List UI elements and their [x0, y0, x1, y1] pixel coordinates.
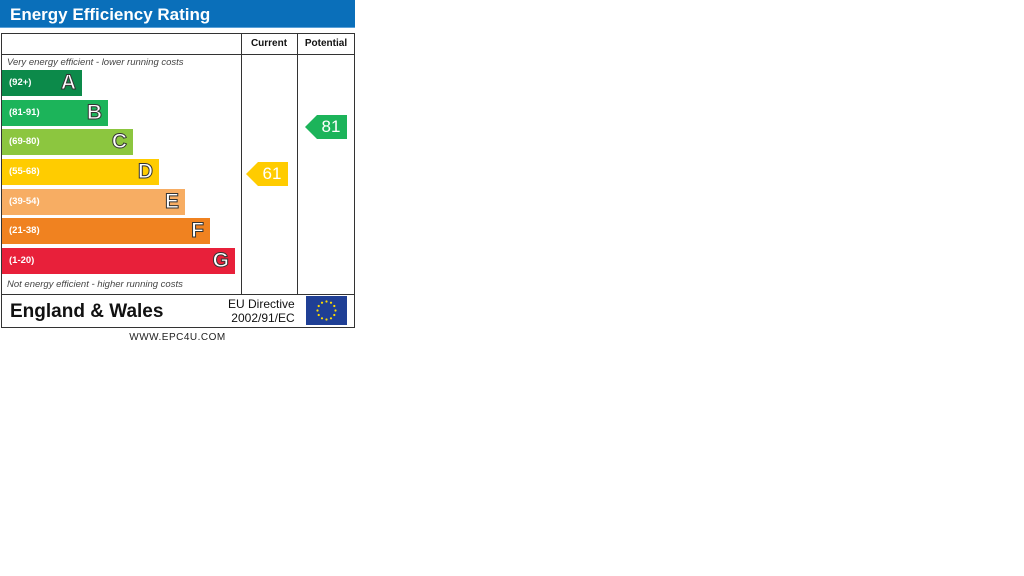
band-range: (1-20)	[9, 255, 35, 266]
current-header: Current	[250, 38, 288, 49]
band-range: (55-68)	[9, 166, 40, 177]
band-range: (69-80)	[9, 136, 40, 147]
band-letter: E	[164, 190, 179, 214]
column-divider	[241, 33, 242, 294]
band-bar-e: (39-54) E	[2, 189, 185, 215]
directive-line2: 2002/91/EC	[231, 311, 295, 325]
band-bar-a: (92+) A	[2, 70, 82, 96]
footer-divider	[1, 294, 355, 295]
column-divider	[297, 33, 298, 294]
band-bar-g: (1-20) G	[2, 248, 235, 274]
band-letter: C	[111, 130, 127, 154]
band-letter: B	[86, 101, 102, 125]
potential-header: Potential	[304, 38, 348, 49]
website-label: WWW.EPC4U.COM	[129, 332, 226, 343]
band-range: (92+)	[9, 77, 32, 88]
band-bar-d: (55-68) D	[2, 159, 159, 185]
band-bar-f: (21-38) F	[2, 218, 210, 244]
band-letter: D	[137, 160, 153, 184]
band-range: (81-91)	[9, 107, 40, 118]
rating-table	[1, 33, 355, 328]
band-letter: G	[212, 249, 229, 273]
bottom-note: Not energy efficient - higher running co…	[7, 279, 183, 290]
directive-line1: EU Directive	[228, 297, 295, 311]
page-title: Energy Efficiency Rating	[0, 0, 355, 28]
top-note: Very energy efficient - lower running co…	[7, 57, 184, 68]
eu-flag-icon	[306, 296, 347, 325]
band-range: (39-54)	[9, 196, 40, 207]
band-bar-c: (69-80) C	[2, 129, 133, 155]
band-range: (21-38)	[9, 225, 40, 236]
band-letter: F	[191, 219, 205, 243]
band-letter: A	[60, 71, 76, 95]
header-divider	[1, 54, 355, 55]
region-label: England & Wales	[10, 301, 164, 322]
eu-directive: EU Directive 2002/91/EC	[228, 297, 295, 325]
band-bar-b: (81-91) B	[2, 100, 108, 126]
